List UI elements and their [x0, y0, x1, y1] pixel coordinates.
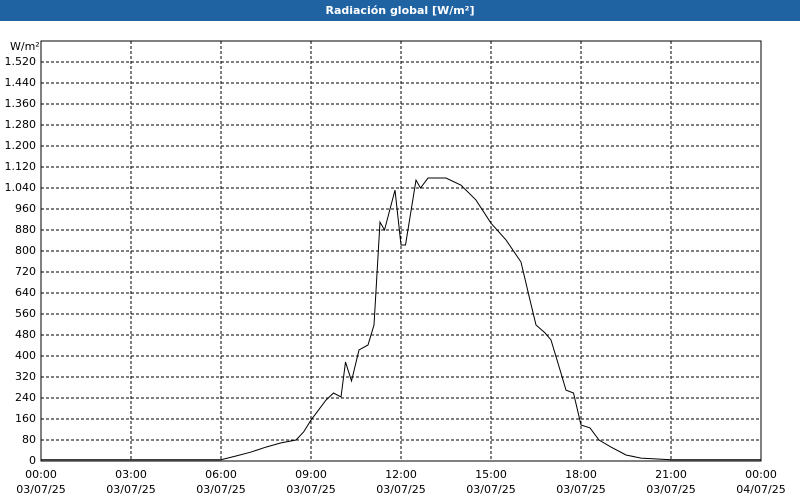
y-tick-label: 240: [15, 391, 36, 404]
x-tick-date: 03/07/25: [16, 483, 65, 496]
x-tick-date: 04/07/25: [736, 483, 785, 496]
y-tick-label: 1.280: [5, 118, 37, 131]
y-tick-label: 1.040: [5, 181, 37, 194]
x-tick-date: 03/07/25: [196, 483, 245, 496]
x-tick-date: 03/07/25: [466, 483, 515, 496]
y-tick-label: 1.360: [5, 97, 37, 110]
y-tick-label: 880: [15, 223, 36, 236]
x-tick-date: 03/07/25: [376, 483, 425, 496]
x-tick-label: 21:00: [655, 468, 687, 481]
x-tick-date: 03/07/25: [556, 483, 605, 496]
y-tick-label: 800: [15, 244, 36, 257]
y-tick-label: 960: [15, 202, 36, 215]
title-bar: [0, 0, 800, 21]
y-tick-label: 1.200: [5, 139, 37, 152]
y-tick-label: 560: [15, 307, 36, 320]
y-tick-label: 400: [15, 349, 36, 362]
chart-title: Radiación global [W/m²]: [325, 4, 474, 17]
x-tick-label: 00:00: [745, 468, 777, 481]
y-tick-label: 160: [15, 412, 36, 425]
y-unit: W/m²: [10, 40, 40, 53]
y-tick-label: 320: [15, 370, 36, 383]
x-tick-label: 15:00: [475, 468, 507, 481]
y-tick-label: 80: [22, 433, 36, 446]
x-tick-label: 09:00: [295, 468, 327, 481]
x-tick-date: 03/07/25: [286, 483, 335, 496]
x-tick-label: 06:00: [205, 468, 237, 481]
x-tick-label: 18:00: [565, 468, 597, 481]
line: [41, 177, 761, 461]
y-tick-label: 0: [29, 454, 36, 467]
y-tick-label: 480: [15, 328, 36, 341]
x-tick-date: 03/07/25: [106, 483, 155, 496]
plot-frame: [40, 40, 762, 462]
y-tick-label: 1.120: [5, 160, 37, 173]
y-tick-label: 720: [15, 265, 36, 278]
y-tick-label: 1.520: [5, 55, 37, 68]
y-tick-label: 640: [15, 286, 36, 299]
x-tick-label: 00:00: [25, 468, 57, 481]
x-tick-label: 12:00: [385, 468, 417, 481]
y-tick-label: 1.440: [5, 76, 37, 89]
x-tick-label: 03:00: [115, 468, 147, 481]
x-tick-date: 03/07/25: [646, 483, 695, 496]
